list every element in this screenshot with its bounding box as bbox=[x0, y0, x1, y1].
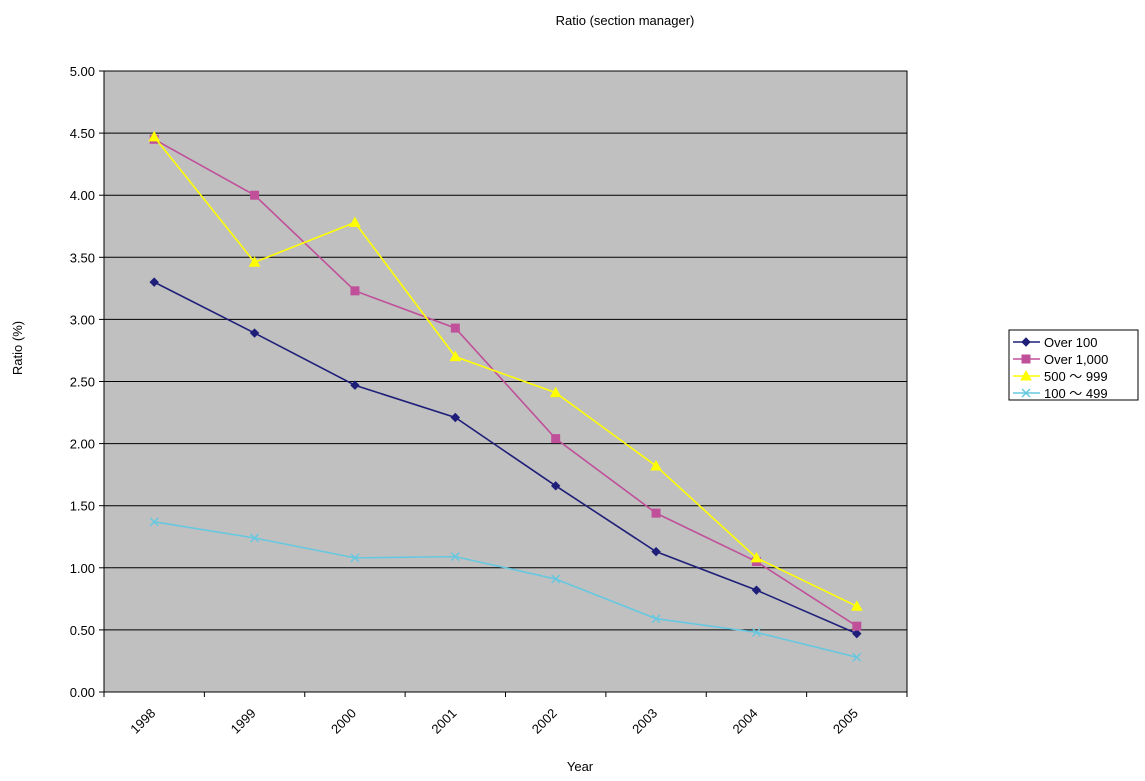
y-tick-label: 1.00 bbox=[70, 561, 95, 576]
series-lines bbox=[148, 130, 863, 662]
legend-item: Over 1,000 bbox=[1013, 352, 1108, 367]
x-tick-labels: 1998 1999 2000 2001 2002 2003 2004 2005 bbox=[127, 706, 861, 737]
data-point bbox=[249, 328, 260, 338]
y-tick-label: 3.00 bbox=[70, 312, 95, 327]
x-axis-label: Year bbox=[567, 759, 594, 774]
y-tick-label: 2.50 bbox=[70, 375, 95, 390]
data-point bbox=[349, 216, 361, 228]
data-point bbox=[350, 553, 360, 563]
series bbox=[148, 130, 863, 611]
y-tick-label: 2.00 bbox=[70, 437, 95, 452]
data-point bbox=[149, 517, 159, 527]
y-tick-label: 4.50 bbox=[70, 126, 95, 141]
data-point bbox=[1020, 369, 1032, 381]
data-point bbox=[549, 386, 562, 398]
axes bbox=[99, 70, 908, 697]
x-tick-label: 1999 bbox=[228, 706, 259, 737]
data-point bbox=[551, 574, 561, 584]
data-point bbox=[450, 323, 460, 333]
data-point bbox=[751, 585, 762, 595]
data-point bbox=[450, 552, 460, 562]
data-point bbox=[852, 621, 862, 631]
x-tick-label: 2004 bbox=[730, 706, 761, 737]
x-tick-label: 1998 bbox=[127, 706, 158, 737]
legend-label: Over 1,000 bbox=[1044, 352, 1108, 367]
data-point bbox=[751, 627, 761, 637]
y-tick-label: 5.00 bbox=[70, 64, 95, 79]
data-point bbox=[450, 412, 461, 423]
data-point bbox=[1021, 354, 1031, 364]
legend-item: Over 100 bbox=[1013, 335, 1097, 350]
legend-label: Over 100 bbox=[1044, 335, 1097, 350]
data-point bbox=[1021, 388, 1031, 398]
x-tick-label: 2000 bbox=[328, 706, 359, 737]
series bbox=[149, 517, 862, 662]
data-point bbox=[551, 434, 561, 444]
legend: Over 100 Over 1,000 500 ～ 999 100 ～ 499 bbox=[1008, 329, 1139, 401]
series-line bbox=[153, 138, 858, 627]
legend-label: 100 ～ 499 bbox=[1044, 386, 1108, 401]
data-point bbox=[750, 551, 763, 563]
y-tick-label: 0.50 bbox=[70, 623, 95, 638]
series-line bbox=[153, 136, 858, 608]
chart-title: Ratio (section manager) bbox=[556, 13, 695, 28]
x-tick-label: 2002 bbox=[529, 706, 560, 737]
series-line bbox=[153, 281, 858, 635]
x-tick-label: 2001 bbox=[428, 706, 459, 737]
data-point bbox=[350, 286, 360, 296]
x-tick-label: 2005 bbox=[830, 706, 861, 737]
gridlines bbox=[104, 132, 907, 631]
data-point bbox=[248, 256, 261, 267]
data-point bbox=[651, 614, 661, 624]
data-point bbox=[350, 380, 360, 390]
data-point bbox=[449, 350, 462, 362]
legend-item: 500 ～ 999 bbox=[1013, 369, 1108, 384]
series bbox=[149, 277, 862, 639]
legend-label: 500 ～ 999 bbox=[1044, 369, 1108, 384]
y-tick-labels: 0.00 0.50 1.00 1.50 2.00 2.50 3.00 3.50 4.00 4.50… bbox=[70, 64, 95, 700]
y-axis-label: Ratio (%) bbox=[10, 321, 25, 375]
y-tick-label: 0.00 bbox=[70, 685, 95, 700]
data-point bbox=[852, 628, 862, 639]
data-point bbox=[149, 277, 159, 287]
data-point bbox=[651, 546, 661, 557]
data-point bbox=[850, 600, 863, 611]
y-tick-label: 1.50 bbox=[70, 499, 95, 514]
data-point bbox=[148, 130, 161, 142]
series-line bbox=[154, 521, 858, 659]
legend-item: 100 ～ 499 bbox=[1013, 386, 1108, 401]
data-point bbox=[651, 508, 661, 518]
data-point bbox=[650, 459, 662, 471]
data-point bbox=[250, 533, 260, 543]
y-tick-label: 4.00 bbox=[70, 188, 95, 203]
y-tick-label: 3.50 bbox=[70, 250, 95, 265]
legend-items: Over 100 Over 1,000 500 ～ 999 100 ～ 499 bbox=[1013, 335, 1108, 401]
data-point bbox=[852, 652, 862, 662]
data-point bbox=[550, 481, 561, 491]
data-point bbox=[1021, 337, 1031, 347]
data-point bbox=[250, 190, 260, 200]
x-tick-label: 2003 bbox=[629, 706, 660, 737]
